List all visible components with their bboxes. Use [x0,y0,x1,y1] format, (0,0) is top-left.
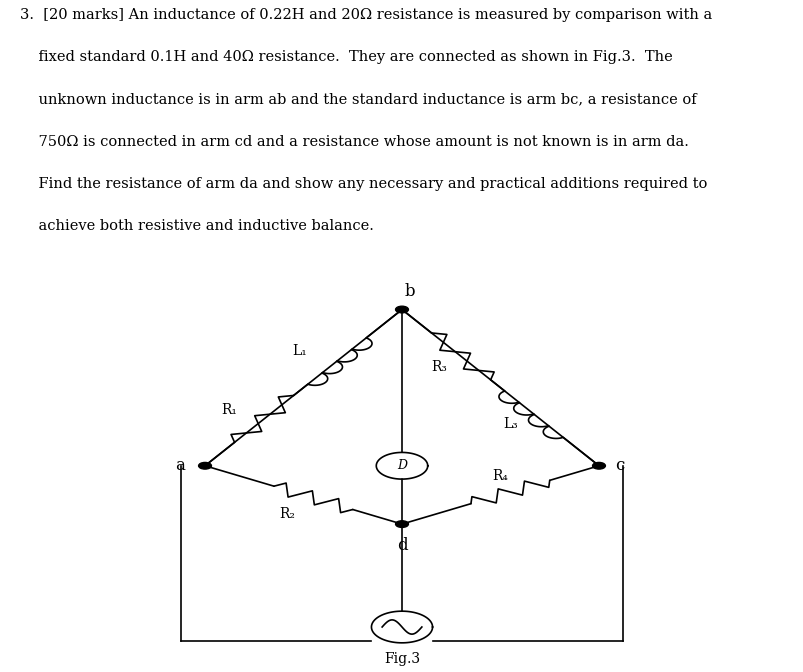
Text: Fig.3: Fig.3 [384,652,419,666]
Text: achieve both resistive and inductive balance.: achieve both resistive and inductive bal… [20,219,373,233]
Text: c: c [614,457,624,474]
Circle shape [592,462,605,469]
Text: L₁: L₁ [291,344,306,358]
Text: 750Ω is connected in arm cd and a resistance whose amount is not known is in arm: 750Ω is connected in arm cd and a resist… [20,134,688,149]
Circle shape [395,521,408,528]
Text: R₃: R₃ [430,360,446,374]
Text: a: a [175,457,185,474]
Circle shape [200,463,210,468]
Text: L₃: L₃ [503,417,518,431]
Circle shape [395,306,408,313]
Text: R₄: R₄ [491,469,507,482]
Text: R₂: R₂ [279,507,295,521]
Circle shape [198,462,211,469]
Text: 3.  [20 marks] An inductance of 0.22H and 20Ω resistance is measured by comparis: 3. [20 marks] An inductance of 0.22H and… [20,8,711,22]
Text: Find the resistance of arm da and show any necessary and practical additions req: Find the resistance of arm da and show a… [20,177,707,191]
Text: R₁: R₁ [221,403,237,417]
Text: D: D [397,459,406,472]
Text: unknown inductance is in arm ab and the standard inductance is arm bc, a resista: unknown inductance is in arm ab and the … [20,93,696,107]
Text: fixed standard 0.1H and 40Ω resistance.  They are connected as shown in Fig.3.  : fixed standard 0.1H and 40Ω resistance. … [20,50,672,65]
Text: d: d [396,538,407,554]
Text: b: b [404,284,415,300]
